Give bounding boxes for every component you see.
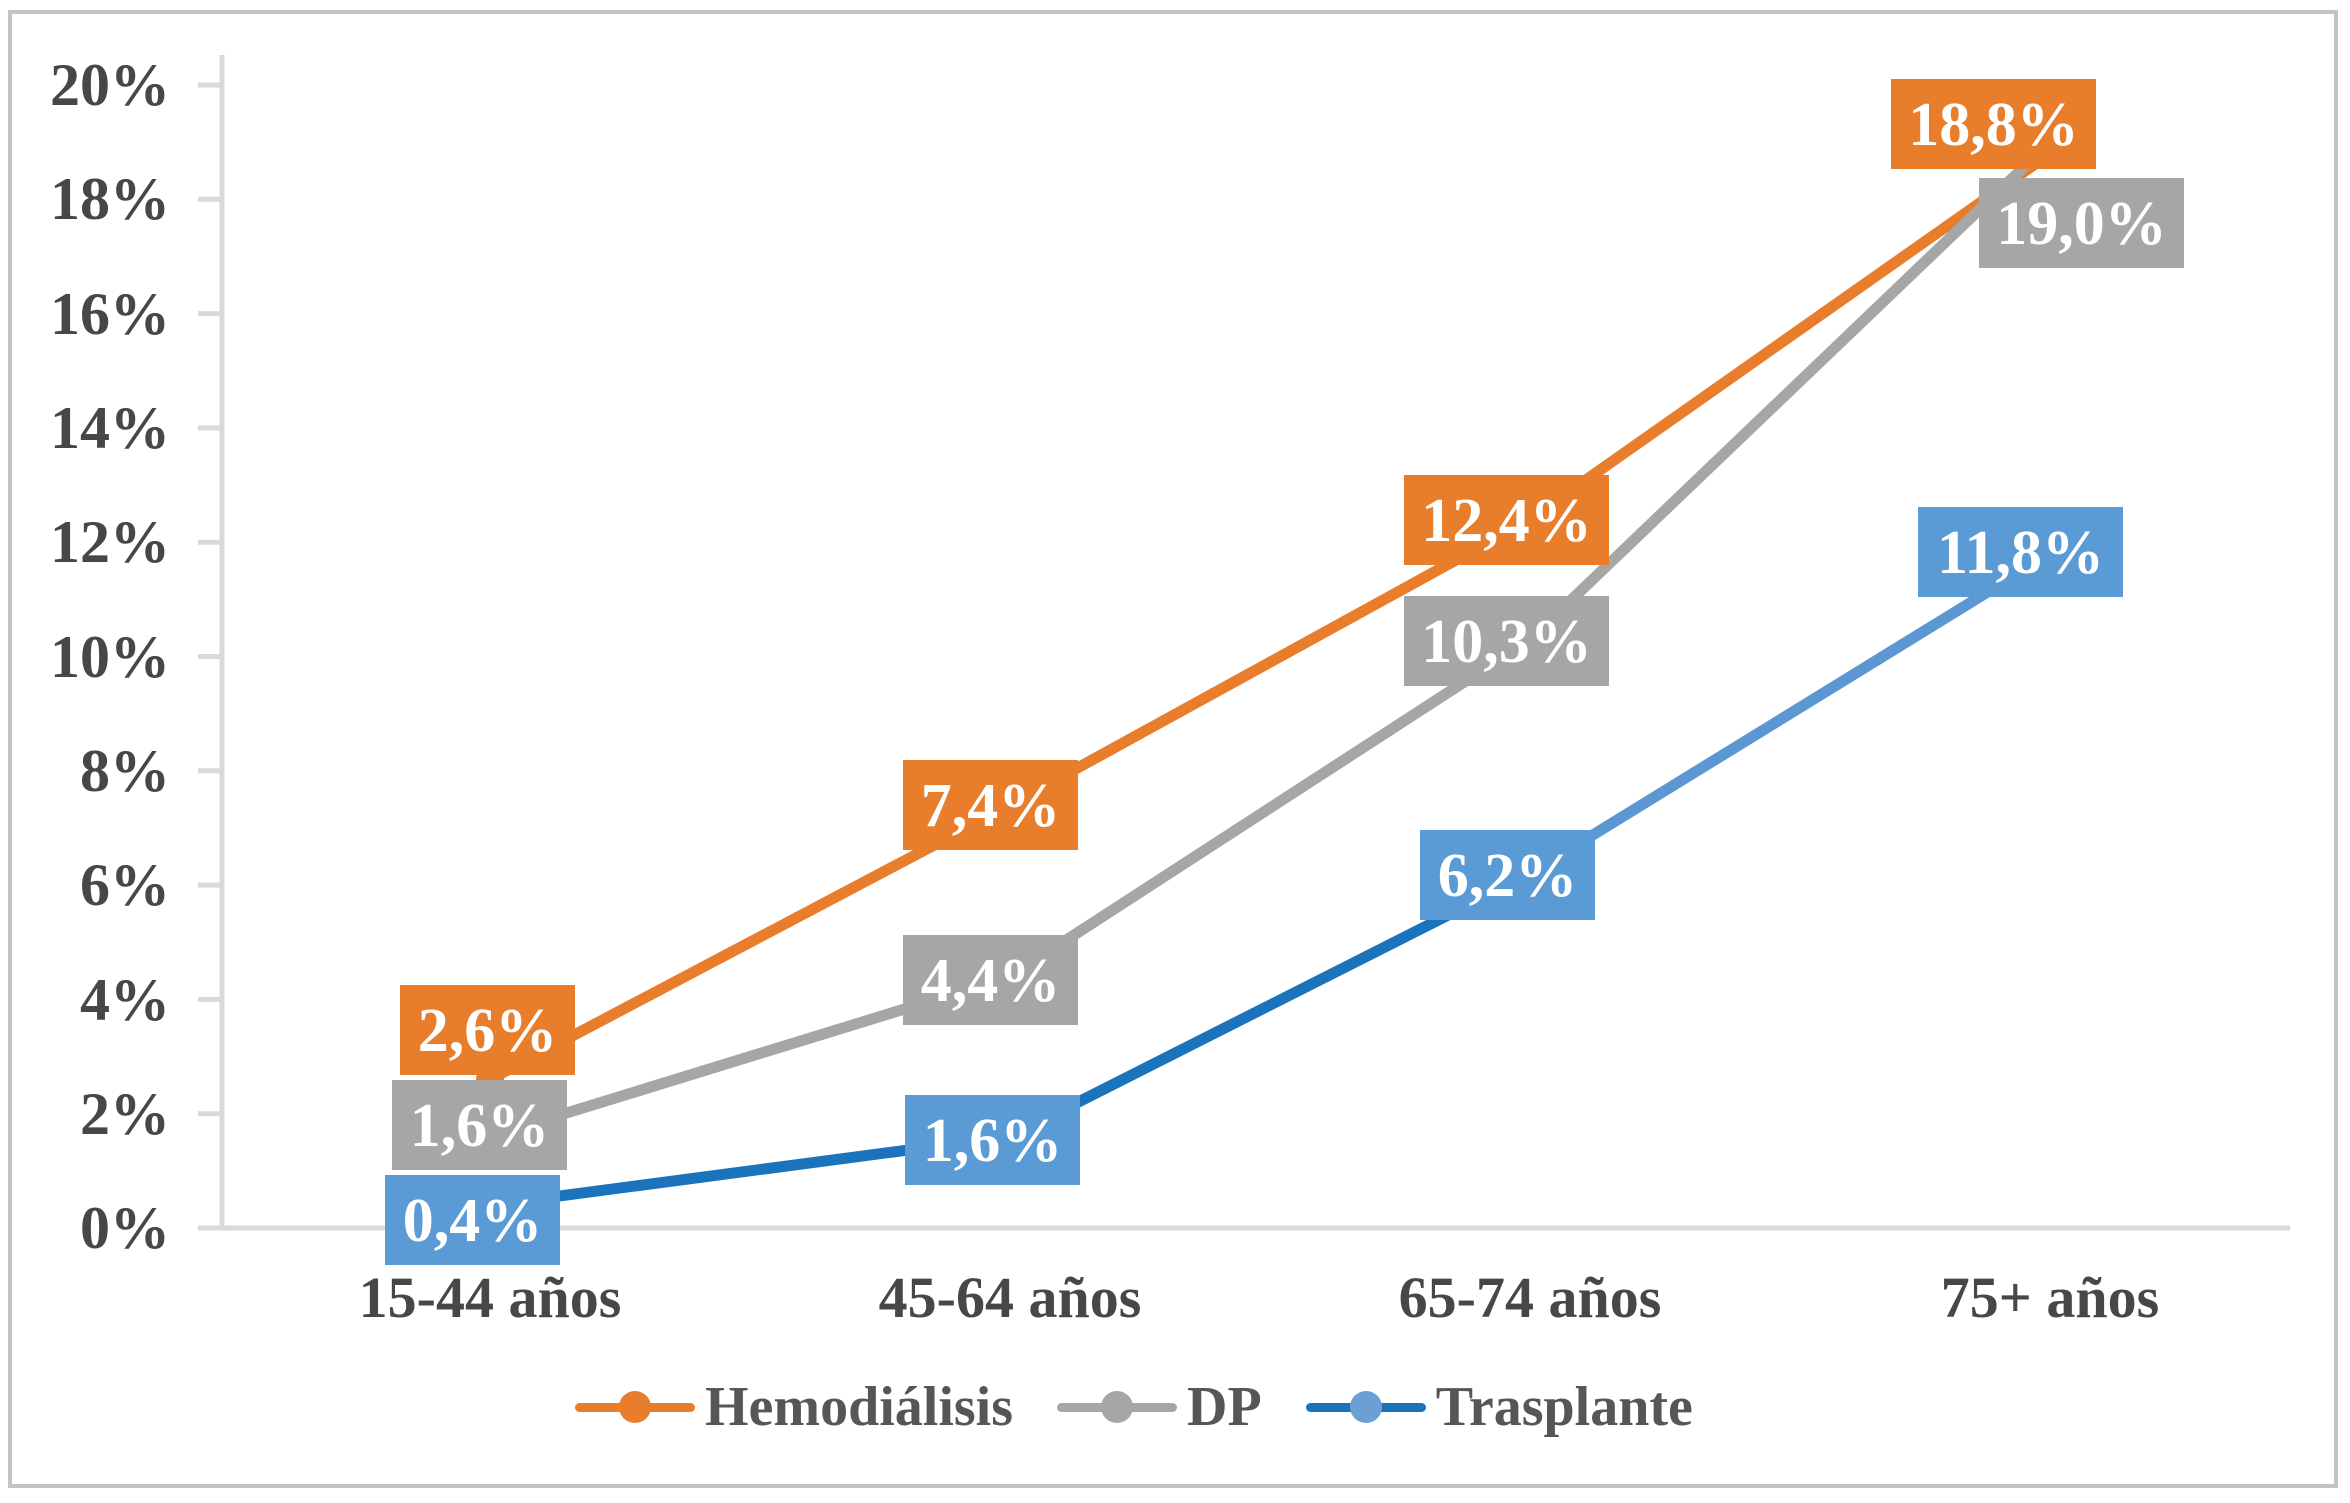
data-label-trasplante: 0,4% xyxy=(385,1175,560,1265)
legend-marker-hemodialisis xyxy=(575,1390,695,1424)
data-label-dp: 10,3% xyxy=(1404,596,1609,686)
legend-label: DP xyxy=(1187,1376,1262,1438)
y-axis-tick-label: 18% xyxy=(50,166,170,232)
y-axis-tick-label: 12% xyxy=(50,509,170,575)
y-axis-tick-label: 16% xyxy=(50,281,170,347)
data-label-trasplante: 6,2% xyxy=(1420,830,1595,920)
series-line-trasplante xyxy=(1527,548,2053,879)
data-label-dp: 19,0% xyxy=(1979,178,2184,268)
data-label-trasplante: 1,6% xyxy=(905,1095,1080,1185)
y-axis-tick-label: 0% xyxy=(80,1195,170,1261)
figure-border xyxy=(8,10,2338,1488)
data-label-hemodialisis: 2,6% xyxy=(400,985,575,1075)
legend-item-trasplante: Trasplante xyxy=(1305,1375,1693,1439)
legend-dot-icon xyxy=(619,1391,651,1423)
data-label-dp: 1,6% xyxy=(392,1080,567,1170)
y-axis-tick-label: 14% xyxy=(50,395,170,461)
x-axis-category-label: 65-74 años xyxy=(1398,1265,1662,1330)
x-axis-category-label: 45-64 años xyxy=(878,1265,1142,1330)
x-axis-category-label: 15-44 años xyxy=(358,1265,622,1330)
y-axis-tick-label: 6% xyxy=(80,852,170,918)
y-axis-tick-label: 2% xyxy=(80,1081,170,1147)
legend-dot-icon xyxy=(1101,1391,1134,1423)
legend: Hemodiálisis DP Trasplante xyxy=(575,1368,1693,1446)
data-label-hemodialisis: 12,4% xyxy=(1404,475,1609,565)
x-axis-category-label: 75+ años xyxy=(1940,1265,2160,1330)
y-axis-tick-label: 4% xyxy=(80,967,170,1033)
legend-dot-icon xyxy=(1349,1391,1382,1423)
legend-label: Hemodiálisis xyxy=(705,1376,1014,1438)
legend-marker-trasplante xyxy=(1305,1390,1426,1424)
data-label-trasplante: 11,8% xyxy=(1918,507,2123,597)
series-line-hemodiálisis xyxy=(1526,149,2054,524)
data-label-dp: 4,4% xyxy=(903,935,1078,1025)
legend-item-dp: DP xyxy=(1057,1375,1262,1439)
y-axis-tick-label: 8% xyxy=(80,738,170,804)
legend-label: Trasplante xyxy=(1435,1376,1693,1438)
series-line-hemodiálisis xyxy=(1007,514,1533,810)
legend-item-hemodialisis: Hemodiálisis xyxy=(575,1375,1013,1439)
series-line-dp xyxy=(1007,634,1533,982)
legend-marker-dp xyxy=(1057,1390,1178,1424)
data-label-hemodialisis: 18,8% xyxy=(1891,79,2096,169)
y-axis-tick-label: 20% xyxy=(50,52,170,118)
y-axis-tick-label: 10% xyxy=(50,624,170,690)
series-line-hemodiálisis xyxy=(487,800,1013,1085)
data-label-hemodialisis: 7,4% xyxy=(903,760,1078,850)
series-line-dp xyxy=(1526,138,2054,644)
